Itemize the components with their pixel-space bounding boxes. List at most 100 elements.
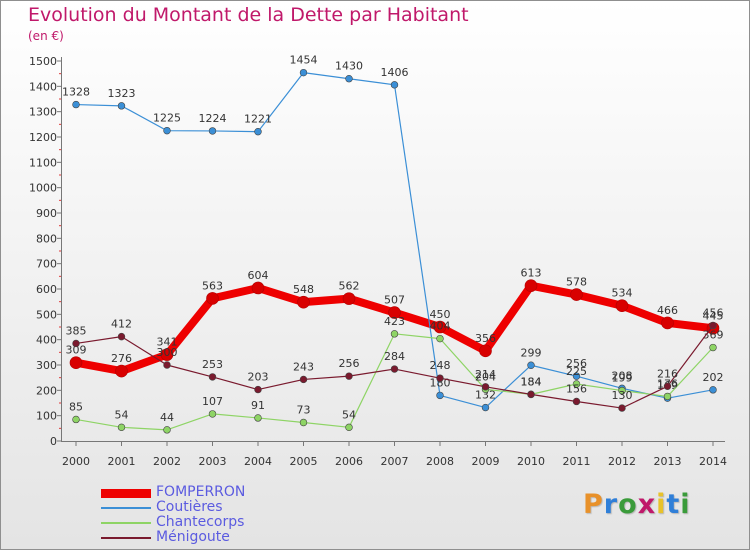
data-point <box>436 374 444 382</box>
data-point <box>572 380 581 388</box>
x-tick-label: 2013 <box>654 455 682 468</box>
data-label: 456 <box>703 306 724 319</box>
data-point <box>390 365 399 373</box>
legend-label: Ménigoute <box>156 529 230 545</box>
x-tick-label: 2011 <box>563 455 591 468</box>
data-point <box>436 334 444 343</box>
data-label: 300 <box>157 346 178 359</box>
data-label: 1430 <box>335 60 363 73</box>
data-point <box>618 386 626 395</box>
axes: 0 100 200 300 400 500 600 700 800 900 1000 1100 1200… <box>29 55 727 468</box>
data-label: 199 <box>612 372 633 385</box>
data-label: 284 <box>384 350 405 363</box>
data-point <box>663 382 672 390</box>
data-label: 548 <box>293 283 314 296</box>
data-label: 299 <box>521 346 542 359</box>
logo-letter: P <box>583 489 604 520</box>
data-point <box>163 126 171 135</box>
x-tick-label: 2012 <box>608 455 636 468</box>
chart-title: Evolution du Montant de la Dette par Hab… <box>28 4 469 26</box>
legend-label: Chantecorps <box>156 514 245 530</box>
data-label: 184 <box>521 375 542 388</box>
legend-label: FOMPERRON <box>156 484 246 500</box>
data-point <box>299 68 308 77</box>
data-point <box>208 127 217 135</box>
data-point <box>208 410 217 418</box>
data-point <box>663 392 672 401</box>
data-label: 534 <box>612 287 633 300</box>
data-point <box>72 100 80 109</box>
data-label: 132 <box>475 389 496 402</box>
data-point <box>72 339 80 348</box>
data-label: 1224 <box>199 112 227 125</box>
data-point <box>572 372 581 380</box>
data-point <box>345 423 353 432</box>
data-point <box>388 306 401 319</box>
data-label: 507 <box>384 294 405 307</box>
data-label: 225 <box>566 365 587 378</box>
data-label: 412 <box>111 318 132 331</box>
data-point <box>570 288 583 301</box>
y-tick-label: 0 <box>50 435 57 448</box>
logo-letter: o <box>618 489 638 520</box>
y-tick-label: 900 <box>36 207 57 220</box>
data-label: 130 <box>612 389 633 402</box>
proxiti-logo: Proxiti <box>583 489 691 520</box>
series-chantecorps: 855444107917354423404204184225199176369 <box>69 315 724 434</box>
data-point <box>115 364 128 378</box>
data-point <box>117 102 126 110</box>
data-point <box>72 415 80 424</box>
x-tick-label: 2010 <box>517 455 545 468</box>
data-label: 107 <box>202 395 223 408</box>
data-label: 385 <box>66 324 87 337</box>
data-point <box>618 404 626 412</box>
data-label: 253 <box>202 358 223 371</box>
y-tick-label: 500 <box>36 308 57 321</box>
data-point <box>299 375 308 384</box>
x-tick-label: 2014 <box>699 455 727 468</box>
y-tick-label: 200 <box>36 384 57 397</box>
data-label: 276 <box>111 352 132 365</box>
data-point <box>297 295 310 309</box>
data-label: 613 <box>521 267 542 280</box>
chart-subtitle: (en €) <box>28 29 64 43</box>
logo-letter: i <box>656 489 667 520</box>
legend-swatch <box>101 507 151 509</box>
y-tick-label: 1300 <box>29 106 57 119</box>
legend-swatch <box>101 537 151 539</box>
x-tick-label: 2001 <box>108 455 136 468</box>
y-tick-label: 1000 <box>29 182 57 195</box>
x-tick-label: 2009 <box>472 455 500 468</box>
data-point <box>254 127 262 136</box>
data-point <box>390 330 399 338</box>
data-label: 1406 <box>381 66 409 79</box>
y-tick-label: 1400 <box>29 80 57 93</box>
data-point <box>160 348 174 361</box>
data-label: 562 <box>339 280 360 293</box>
y-tick-label: 300 <box>36 359 57 372</box>
y-tick-label: 700 <box>36 258 57 271</box>
data-point <box>433 320 447 334</box>
data-point <box>479 344 492 358</box>
data-point <box>254 414 262 422</box>
data-label: 1323 <box>108 87 136 100</box>
legend-swatch <box>101 488 151 498</box>
data-label: 445 <box>703 309 724 322</box>
logo-letter: x <box>637 489 657 520</box>
series-m-nigoute: 385 412 300 253 203 243 256 284 248 214 184 156 130 2… <box>66 306 724 412</box>
x-tick-label: 2000 <box>62 455 90 468</box>
data-label: 243 <box>293 360 314 373</box>
data-point <box>208 373 217 381</box>
data-label: 256 <box>566 357 587 370</box>
legend-label: Coutières <box>156 499 223 515</box>
data-point <box>709 386 717 394</box>
data-label: 208 <box>612 369 633 382</box>
logo-letter: t <box>666 489 681 520</box>
data-point <box>481 383 490 391</box>
data-label: 85 <box>69 400 83 413</box>
y-tick-label: 400 <box>36 334 57 347</box>
data-point <box>572 397 581 406</box>
